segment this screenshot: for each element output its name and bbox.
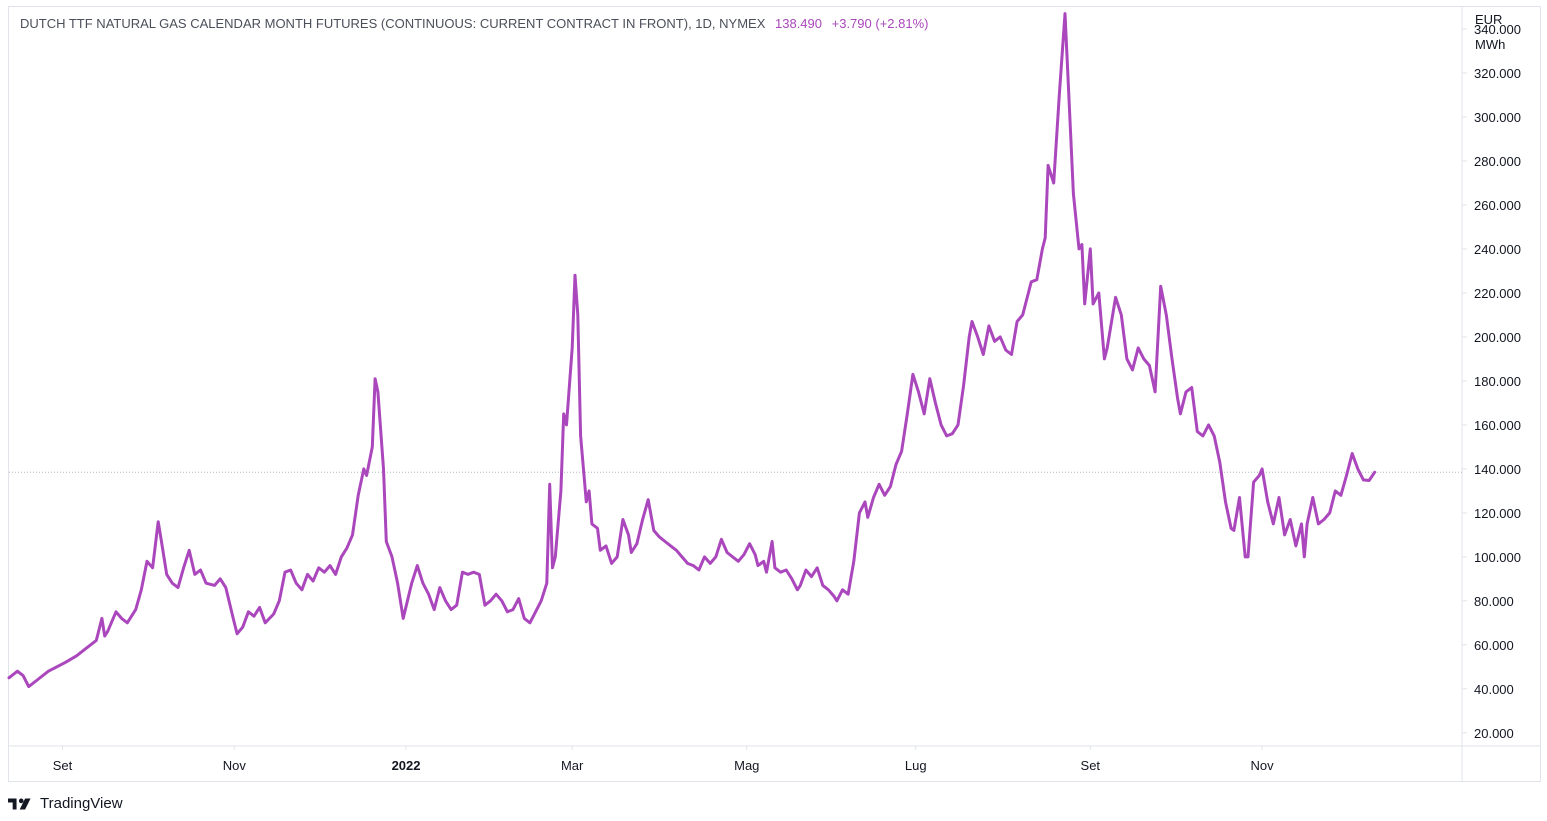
chart-legend: DUTCH TTF NATURAL GAS CALENDAR MONTH FUT… xyxy=(20,16,928,31)
y-tick-label: 140.000 xyxy=(1474,462,1521,477)
x-tick-label: Lug xyxy=(905,758,927,773)
series-line xyxy=(7,12,1377,689)
currency-unit: EUR xyxy=(1475,12,1503,27)
measure-unit: MWh xyxy=(1475,37,1506,52)
price-axis[interactable]: 20.000 40.000 60.000 80.000 100.000 120.000 14… xyxy=(1462,22,1521,741)
symbol-description: DUTCH TTF NATURAL GAS CALENDAR MONTH FUT… xyxy=(20,16,766,31)
y-tick-label: 240.000 xyxy=(1474,242,1521,257)
y-tick-label: 40.000 xyxy=(1474,682,1514,697)
y-tick-label: 180.000 xyxy=(1474,374,1521,389)
time-axis[interactable]: Set Nov 2022 Mar Mag Lug Set Nov xyxy=(53,746,1274,773)
y-tick-label: 60.000 xyxy=(1474,638,1514,653)
x-tick-label: Set xyxy=(53,758,73,773)
y-tick-label: 100.000 xyxy=(1474,550,1521,565)
x-tick-label: Nov xyxy=(1251,758,1275,773)
x-tick-label: 2022 xyxy=(392,758,421,773)
y-tick-label: 300.000 xyxy=(1474,110,1521,125)
y-tick-label: 340.000 xyxy=(1474,22,1521,37)
y-tick-label: 220.000 xyxy=(1474,286,1521,301)
y-tick-label: 20.000 xyxy=(1474,726,1514,741)
y-tick-label: 200.000 xyxy=(1474,330,1521,345)
x-tick-label: Mar xyxy=(561,758,584,773)
y-tick-label: 80.000 xyxy=(1474,594,1514,609)
brand-name: TradingView xyxy=(40,795,123,812)
chart-frame xyxy=(8,6,1541,782)
y-tick-label: 320.000 xyxy=(1474,66,1521,81)
price-change: +3.790 (+2.81%) xyxy=(831,16,929,31)
x-tick-label: Mag xyxy=(734,758,759,773)
tradingview-brand[interactable]: TradingView xyxy=(8,795,123,812)
y-tick-label: 260.000 xyxy=(1474,198,1521,213)
y-tick-label: 120.000 xyxy=(1474,506,1521,521)
x-tick-label: Nov xyxy=(223,758,247,773)
tradingview-logo-icon xyxy=(8,798,31,809)
y-tick-label: 160.000 xyxy=(1474,418,1521,433)
x-tick-label: Set xyxy=(1081,758,1101,773)
y-tick-label: 280.000 xyxy=(1474,154,1521,169)
last-value: 138.490 xyxy=(775,16,822,31)
